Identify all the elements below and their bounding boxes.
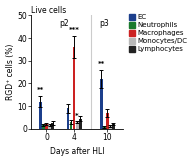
Bar [73, 47, 75, 129]
X-axis label: Days after HLI: Days after HLI [50, 147, 104, 156]
Bar [42, 125, 45, 129]
Bar [67, 108, 69, 129]
Bar [112, 124, 115, 129]
Bar [79, 119, 82, 129]
Text: *: * [75, 113, 79, 119]
Bar [106, 113, 109, 129]
Text: **: ** [98, 61, 105, 67]
Text: p2: p2 [60, 19, 69, 28]
Bar [70, 122, 72, 129]
Legend: EC, Neutrophils, Macrophages, Monocytes/DC, Lymphocytes: EC, Neutrophils, Macrophages, Monocytes/… [128, 13, 188, 53]
Text: Live cells: Live cells [31, 6, 66, 15]
Bar [76, 122, 79, 129]
Text: **: ** [37, 87, 44, 93]
Bar [109, 126, 112, 129]
Bar [45, 124, 48, 129]
Bar [51, 123, 54, 129]
Bar [39, 102, 42, 129]
Bar [103, 127, 106, 129]
Text: p3: p3 [100, 19, 109, 28]
Text: ***: *** [69, 27, 80, 33]
Y-axis label: RGD⁺ cells (%): RGD⁺ cells (%) [5, 44, 15, 100]
Bar [100, 79, 103, 129]
Bar [48, 125, 51, 129]
